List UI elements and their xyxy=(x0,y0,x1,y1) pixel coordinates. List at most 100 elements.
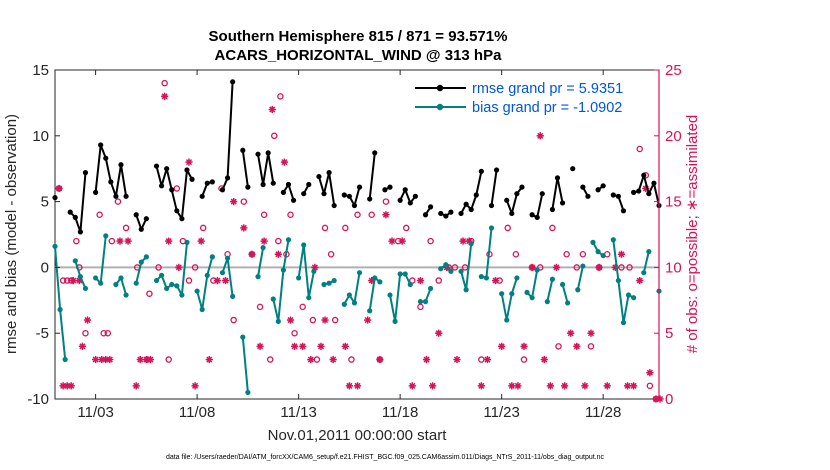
legend-bias-marker xyxy=(436,103,444,111)
rmse-point xyxy=(559,200,566,206)
bias-point xyxy=(625,292,632,298)
possible-obs-marker xyxy=(321,224,329,232)
rmse-point xyxy=(290,197,297,203)
assimilated-obs-marker xyxy=(491,276,500,285)
legend-rmse-label: rmse grand pr = 5.9351 xyxy=(472,81,623,97)
bias-point xyxy=(351,300,358,306)
bias-point xyxy=(230,293,236,299)
rmse-point xyxy=(285,181,292,188)
rmse-series-line xyxy=(368,152,376,200)
bias-point xyxy=(296,275,302,281)
bias-point xyxy=(631,295,637,301)
bias-point xyxy=(565,300,571,306)
bias-point xyxy=(438,266,444,272)
rmse-point xyxy=(631,189,637,195)
bias-point xyxy=(595,249,601,255)
bias-point xyxy=(301,242,307,248)
bias-point xyxy=(377,279,383,285)
x-tick-label: 11/23 xyxy=(483,404,519,421)
bias-series-line xyxy=(546,278,554,302)
bias-point xyxy=(367,308,373,314)
rmse-series-line xyxy=(257,151,275,186)
assimilated-obs-marker xyxy=(213,276,222,285)
rmse-point xyxy=(103,155,109,161)
bias-point xyxy=(448,268,454,274)
assimilated-obs-marker xyxy=(175,263,183,271)
bias-point xyxy=(199,306,205,313)
assimilated-obs-marker xyxy=(552,263,561,271)
y-tick-label-left: -5 xyxy=(36,325,49,342)
rmse-series-line xyxy=(344,186,361,207)
rmse-point xyxy=(646,191,652,197)
rmse-point xyxy=(189,176,195,182)
rmse-point xyxy=(468,206,474,213)
legend: rmse grand pr = 5.9351 bias grand pr = -… xyxy=(410,78,656,120)
possible-obs-marker xyxy=(146,290,153,297)
chart-title-line2: ACARS_HORIZONTAL_WIND @ 313 hPa xyxy=(215,47,503,64)
assimilated-obs-marker xyxy=(136,355,144,364)
assimilated-obs-marker xyxy=(546,382,554,390)
assimilated-obs-marker xyxy=(429,382,437,390)
possible-obs-marker xyxy=(626,264,633,271)
rmse-point xyxy=(265,150,271,156)
rmse-point xyxy=(123,193,129,199)
rmse-point xyxy=(209,179,215,185)
rmse-point xyxy=(372,150,378,156)
bias-point xyxy=(346,292,352,298)
assimilated-obs-marker xyxy=(567,329,575,337)
bias-point xyxy=(255,274,261,280)
bias-point xyxy=(499,291,505,297)
bias-series-line xyxy=(343,272,361,305)
possible-obs-marker xyxy=(579,250,587,258)
y-tick-label-left: -10 xyxy=(27,391,49,408)
rmse-point xyxy=(108,179,114,185)
rmse-point xyxy=(610,192,616,198)
bias-series-line xyxy=(257,247,265,277)
y-axis-label-left: rmse and bias (model - observation) xyxy=(3,114,20,354)
rmse-point xyxy=(316,173,322,180)
bias-point xyxy=(52,243,58,249)
assimilated-obs-marker xyxy=(364,316,372,324)
rmse-point xyxy=(351,202,358,209)
possible-obs-marker xyxy=(348,356,355,363)
bias-point xyxy=(620,320,627,326)
bias-point xyxy=(153,277,160,284)
footer-data-file: data file: /Users/raeder/DAI/ATM_forcXX/… xyxy=(166,454,605,461)
bias-point xyxy=(514,275,520,281)
assimilated-obs-marker xyxy=(240,224,248,232)
rmse-point xyxy=(184,167,190,173)
assimilated-obs-marker xyxy=(587,329,595,337)
bias-point xyxy=(610,237,616,243)
assimilated-obs-marker xyxy=(124,237,132,245)
y-tick-label-right: 0 xyxy=(665,391,673,408)
bias-series-line xyxy=(241,337,249,393)
assimilated-obs-marker xyxy=(636,276,644,285)
assimilated-obs-marker xyxy=(398,237,406,245)
rmse-point xyxy=(493,167,500,173)
rmse-point xyxy=(341,192,347,198)
rmse-series-line xyxy=(490,169,498,206)
rmse-point xyxy=(427,204,434,210)
rmse-point xyxy=(306,181,312,188)
assimilated-obs-marker xyxy=(132,382,140,390)
bias-point xyxy=(397,271,403,277)
rmse-point xyxy=(153,163,160,169)
possible-obs-marker xyxy=(185,277,193,284)
rmse-point xyxy=(260,181,266,188)
bias-point xyxy=(458,268,464,274)
bias-point xyxy=(306,295,312,301)
bias-point xyxy=(590,239,596,245)
assimilated-obs-marker xyxy=(69,276,77,285)
assimilated-obs-marker xyxy=(508,382,516,390)
bias-point xyxy=(544,299,550,305)
bias-point xyxy=(341,301,347,307)
rmse-point xyxy=(113,193,119,199)
rmse-point xyxy=(270,180,276,186)
bias-point xyxy=(600,252,606,259)
bias-point xyxy=(98,280,104,286)
assimilated-obs-marker xyxy=(603,382,611,390)
bias-point xyxy=(219,270,226,276)
bias-series-line xyxy=(500,277,518,321)
bias-point xyxy=(549,276,556,282)
assimilated-obs-marker xyxy=(286,316,295,324)
